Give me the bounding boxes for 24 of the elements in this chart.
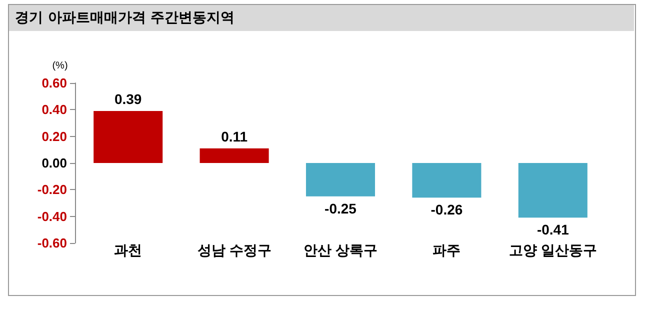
data-label: -0.26 [430,202,463,218]
y-tick-label: -0.20 [37,182,67,198]
y-tick-label: 0.40 [42,102,67,118]
y-tick-label: 0.60 [42,76,67,90]
y-tick-label: 0.00 [42,156,67,170]
x-tick-label: 고양 일산동구 [508,242,597,258]
bar [412,163,482,198]
bar [94,111,163,163]
y-tick-label: -0.40 [37,208,67,224]
data-label: 0.39 [114,91,142,107]
x-tick-label: 안산 상록구 [304,242,378,258]
data-label: -0.41 [536,222,570,238]
x-tick-label: 성남 수정구 [197,242,272,258]
y-tick-label: 0.20 [42,128,67,144]
bar [518,163,588,218]
data-label: -0.25 [324,200,357,216]
x-tick-label: 파주 [432,242,461,258]
x-tick-label: 과천 [114,242,142,258]
bar [306,163,376,196]
data-label: 0.11 [221,128,248,144]
y-axis-title: (%) [52,60,68,72]
y-tick-label: -0.60 [37,236,67,250]
bar [200,148,269,163]
chart-title: 경기 아파트매매가격 주간변동지역 [9,5,634,31]
